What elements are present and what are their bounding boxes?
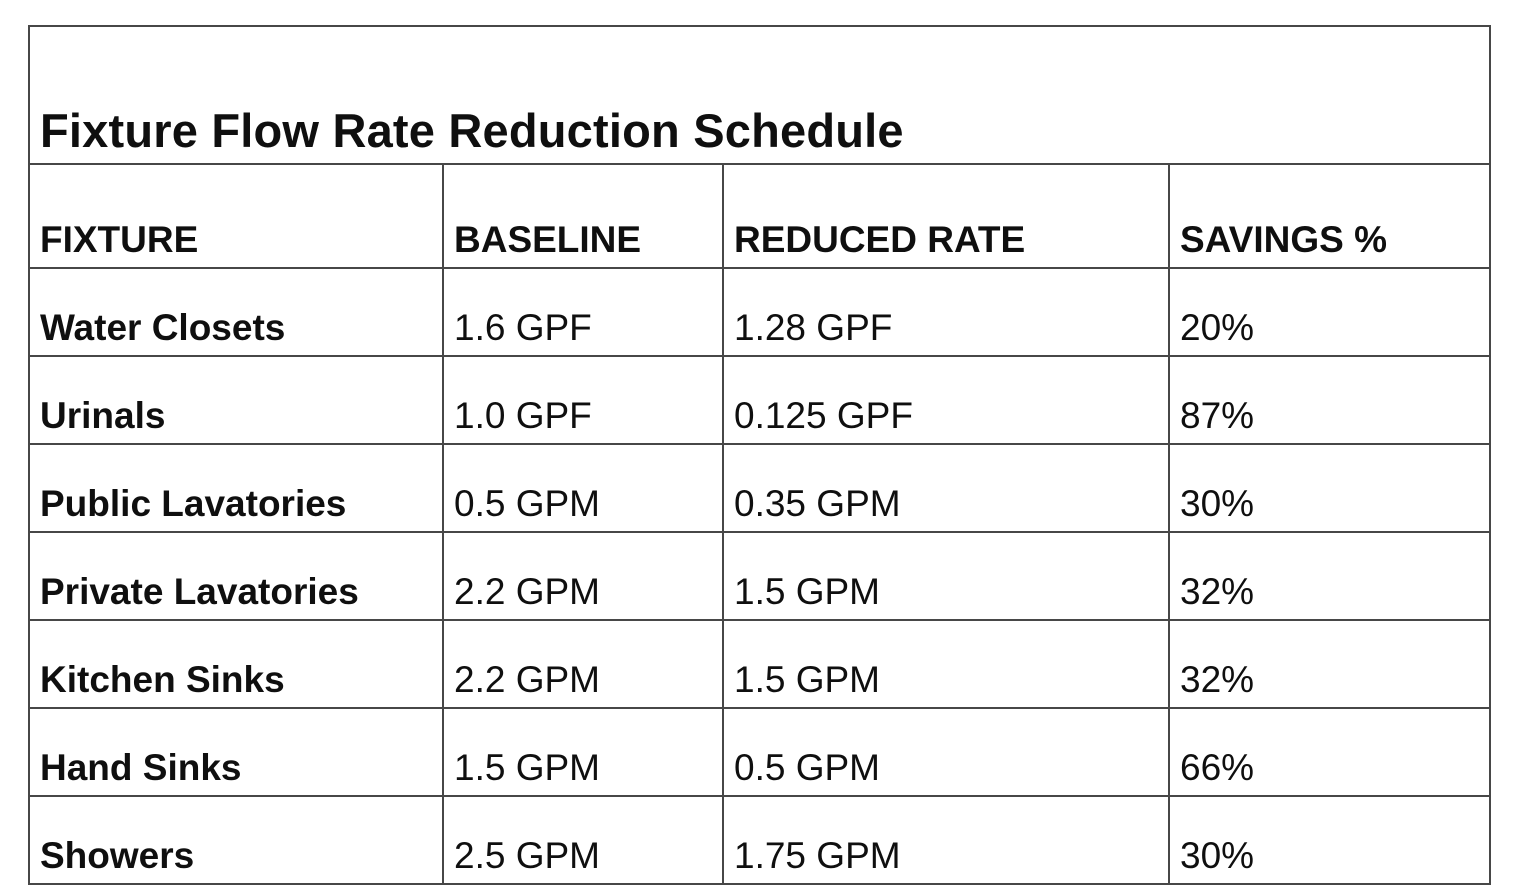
- baseline-cell: 1.0 GPF: [442, 355, 724, 445]
- fixture-cell: Public Lavatories: [28, 443, 444, 533]
- fixture-cell: Hand Sinks: [28, 707, 444, 797]
- baseline-cell: 2.2 GPM: [442, 531, 724, 621]
- savings-cell: 87%: [1167, 355, 1492, 445]
- baseline-cell: 2.5 GPM: [442, 795, 724, 885]
- table-row: Kitchen Sinks 2.2 GPM 1.5 GPM 32%: [28, 619, 1492, 709]
- column-header-fixture: FIXTURE: [28, 163, 444, 269]
- baseline-cell: 1.5 GPM: [442, 707, 724, 797]
- column-header-savings: SAVINGS %: [1167, 163, 1492, 269]
- fixture-cell: Private Lavatories: [28, 531, 444, 621]
- savings-cell: 30%: [1167, 443, 1492, 533]
- table-row: Water Closets 1.6 GPF 1.28 GPF 20%: [28, 267, 1492, 357]
- fixture-cell: Urinals: [28, 355, 444, 445]
- page-title: Fixture Flow Rate Reduction Schedule: [27, 25, 1492, 165]
- savings-cell: 30%: [1167, 795, 1492, 885]
- fixture-cell: Water Closets: [28, 267, 444, 357]
- savings-cell: 32%: [1167, 531, 1492, 621]
- reduced-rate-cell: 0.35 GPM: [722, 443, 1170, 533]
- baseline-cell: 2.2 GPM: [442, 619, 724, 709]
- savings-cell: 66%: [1167, 707, 1492, 797]
- column-header-reduced-rate: REDUCED RATE: [722, 163, 1170, 269]
- reduced-rate-cell: 0.5 GPM: [722, 707, 1170, 797]
- reduced-rate-cell: 1.5 GPM: [722, 531, 1170, 621]
- column-header-baseline: BASELINE: [442, 163, 724, 269]
- fixture-cell: Kitchen Sinks: [28, 619, 444, 709]
- fixture-flow-rate-table: Fixture Flow Rate Reduction Schedule FIX…: [27, 25, 1492, 885]
- reduced-rate-cell: 0.125 GPF: [722, 355, 1170, 445]
- table-title-row: Fixture Flow Rate Reduction Schedule: [27, 25, 1492, 165]
- table-header-row: FIXTURE BASELINE REDUCED RATE SAVINGS %: [28, 163, 1492, 269]
- table-row: Hand Sinks 1.5 GPM 0.5 GPM 66%: [28, 707, 1492, 797]
- fixture-cell: Showers: [28, 795, 444, 885]
- table-row: Showers 2.5 GPM 1.75 GPM 30%: [28, 795, 1492, 885]
- reduced-rate-cell: 1.28 GPF: [722, 267, 1170, 357]
- reduced-rate-cell: 1.5 GPM: [722, 619, 1170, 709]
- table-row: Urinals 1.0 GPF 0.125 GPF 87%: [28, 355, 1492, 445]
- reduced-rate-cell: 1.75 GPM: [722, 795, 1170, 885]
- baseline-cell: 1.6 GPF: [442, 267, 724, 357]
- baseline-cell: 0.5 GPM: [442, 443, 724, 533]
- savings-cell: 32%: [1167, 619, 1492, 709]
- savings-cell: 20%: [1167, 267, 1492, 357]
- table-row: Public Lavatories 0.5 GPM 0.35 GPM 30%: [28, 443, 1492, 533]
- table-row: Private Lavatories 2.2 GPM 1.5 GPM 32%: [28, 531, 1492, 621]
